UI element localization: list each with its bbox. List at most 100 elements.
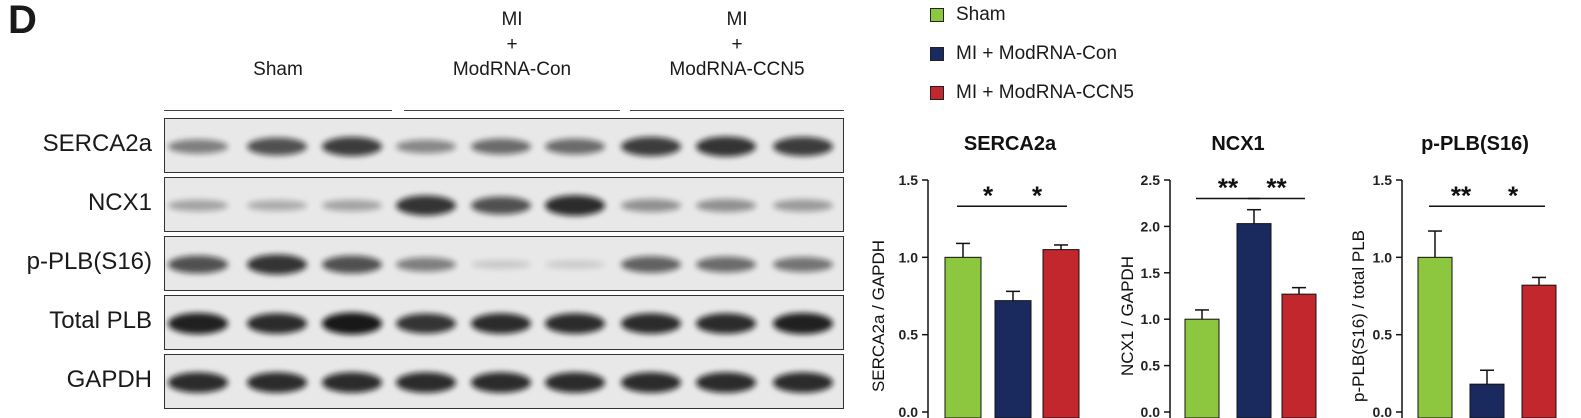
bar [1417,256,1453,418]
y-tick-label: 1.0 [1141,311,1161,327]
legend-swatch-modrna-con [930,47,944,61]
blot-strip [164,354,844,409]
legend-swatch-sham [930,8,944,22]
y-tick-label: 0.0 [899,404,919,418]
blot-band [621,372,681,393]
blot-row-label: SERCA2a [42,130,152,157]
legend-item-modrna-con: MI + ModRNA-Con [930,43,1117,65]
blot-band [168,199,228,212]
panel-letter: D [8,0,37,42]
blot-group-label: MI [726,9,748,30]
blot-band [168,255,228,274]
bar [1469,383,1505,418]
y-tick-label: 0.0 [1373,404,1393,418]
blot-band [621,256,681,273]
blot-row-label: p-PLB(S16) [26,248,152,275]
blot-band [396,372,456,393]
significance-marker: * [1508,180,1519,210]
blot-band [545,195,605,216]
blot-band [696,256,756,273]
legend-swatch-modrna-ccn5 [930,86,944,100]
y-tick-label: 1.0 [899,249,919,265]
blot-strip [164,118,844,173]
blot-band [322,136,382,157]
chart-title: SERCA2a [964,133,1057,155]
y-tick-label: 1.5 [1373,172,1393,188]
blot-group-bracket [164,110,392,111]
blot-band [247,254,307,275]
bar [1184,318,1220,418]
blot-band [247,200,307,211]
blot-band [545,372,605,393]
legend-label-modrna-ccn5: MI + ModRNA-CCN5 [956,82,1134,103]
blot-band [168,312,228,335]
significance-marker: ** [1451,180,1472,210]
blot-band [696,372,756,393]
blot-band [396,195,456,216]
blot-band [545,313,605,334]
blot-band [396,257,456,272]
y-axis-label: p-PLB(S16) / total PLB [1349,230,1368,402]
chart-title: p-PLB(S16) [1421,133,1529,155]
blot-band [471,313,531,334]
blot-band [773,136,833,157]
blot-band [247,372,307,393]
bar [1521,284,1557,418]
blot-band [322,255,382,274]
blot-band [396,139,456,154]
y-tick-label: 0.0 [1141,404,1161,418]
blot-strip [164,295,844,350]
blot-band [322,312,382,335]
blot-group-label: + [731,34,743,55]
y-tick-label: 0.5 [1373,327,1393,343]
blot-band [773,257,833,272]
bar-chart: p-PLB(S16) p-PLB(S16) / total PLB 0.0 0.5 1.… [1349,133,1557,418]
blot-band [696,313,756,334]
significance-marker: * [1032,180,1043,210]
blot-row-label: Total PLB [49,307,152,334]
y-tick-label: 1.0 [1373,249,1393,265]
blot-band [471,196,531,215]
significance-marker: ** [1266,173,1287,203]
blot-group-label: MI [501,9,523,30]
blot-strip [164,177,844,232]
blot-band [696,136,756,157]
bar [994,300,1032,418]
bar [1236,223,1272,418]
blot-group-bracket [404,110,620,111]
y-tick-label: 1.5 [899,172,919,188]
blot-row-label: NCX1 [87,189,152,216]
blot-band [168,372,228,393]
y-tick-label: 1.5 [1141,265,1161,281]
blot-band [621,199,681,212]
blot-band [322,372,382,393]
blot-group-label: ModRNA-CCN5 [669,59,805,80]
blot-band [322,199,382,212]
bar-chart: NCX1 NCX1 / GAPDH 0.0 0.5 1.0 1.5 2.0 2.5 ** ** [1118,133,1317,418]
blot-row-label: GAPDH [66,366,152,393]
blot-group-bracket [630,110,844,111]
blot-band [396,313,456,334]
blot-band [471,372,531,393]
y-axis-label: SERCA2a / GAPDH [869,240,888,392]
bar [1281,293,1317,418]
blot-band [471,260,531,269]
legend-label-modrna-con: MI + ModRNA-Con [956,43,1118,64]
y-tick-label: 2.5 [1141,172,1161,188]
blot-band [168,139,228,154]
y-axis-label: NCX1 / GAPDH [1118,256,1137,376]
blot-band [696,199,756,212]
blot-band [621,313,681,334]
significance-marker: ** [1218,173,1239,203]
bar-chart: SERCA2a SERCA2a / GAPDH 0.0 0.5 1.0 1.5 * * [869,133,1080,418]
significance-marker: * [983,180,994,210]
y-tick-label: 2.0 [1141,218,1161,234]
legend-item-modrna-ccn5: MI + ModRNA-CCN5 [930,82,1134,104]
blot-band [247,137,307,156]
blot-group-label: Sham [253,59,303,80]
legend-item-sham: Sham [930,4,1006,26]
y-tick-label: 0.5 [899,327,919,343]
blot-strip [164,236,844,291]
blot-band [545,138,605,155]
